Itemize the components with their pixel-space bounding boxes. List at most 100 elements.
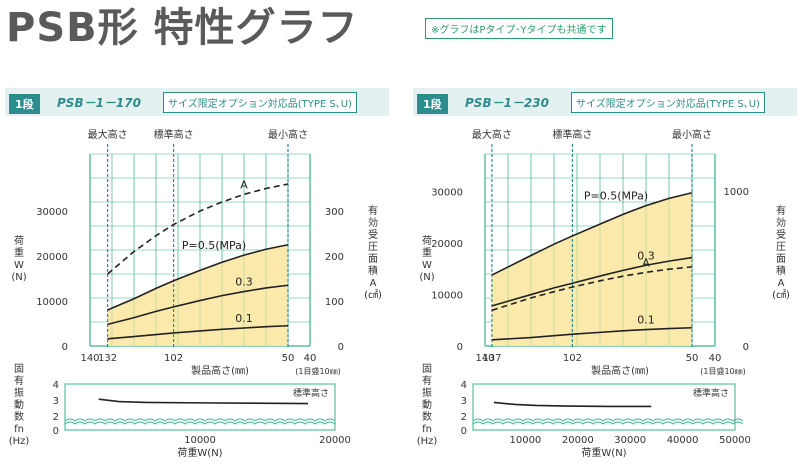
series-label-0.1: 0.1 — [235, 312, 253, 325]
fn-y-tick-label: 3 — [461, 396, 467, 407]
x-tick-label: 140 — [475, 353, 494, 364]
y2-axis-label: 面 — [368, 254, 378, 265]
y2-axis-label: 効 — [368, 216, 378, 229]
page-title: PSB形 特性グラフ — [6, 5, 359, 51]
y2-axis-label: 積 — [368, 264, 378, 277]
chart-panel-psb-1-230: 1段 PSB－1－230 サイズ限定オプション対応品(TYPE S､U) 最大高… — [413, 88, 797, 459]
common-note: ※グラフはPタイプ･Yタイプも共通です — [425, 18, 613, 39]
fn-y-axis-label: 固 — [14, 363, 24, 375]
fn-y-axis-label: 有 — [422, 374, 432, 387]
series-label-0.5: P=0.5(MPa) — [584, 190, 648, 203]
y2-axis-label: 積 — [776, 264, 786, 277]
y-tick-label: 20000 — [431, 239, 463, 250]
x-tick-label: 50 — [282, 353, 295, 364]
y2-axis-label: 受 — [368, 229, 378, 241]
y2-tick-label: 0 — [743, 342, 749, 353]
fn-y-axis-label: 有 — [14, 374, 24, 387]
ref-height-label: 最大高さ — [88, 128, 128, 141]
series-label-0.5: P=0.5(MPa) — [182, 239, 246, 252]
series-line-0.3 — [491, 256, 693, 307]
series-line-0.5 — [491, 191, 693, 276]
fn-x-tick-label: 10000 — [509, 435, 541, 446]
fn-x-axis-label: 荷重W(N) — [177, 446, 222, 458]
y2-axis-label: 圧 — [368, 242, 378, 253]
series-line-0.3 — [107, 284, 289, 326]
fn-y-tick-label: 2 — [461, 412, 467, 423]
x-tick-label: 132 — [98, 353, 117, 364]
fn-y-tick-label: 2 — [53, 412, 59, 423]
fn-y-tick-label: 0 — [461, 426, 467, 437]
ref-height-label: 最大高さ — [472, 128, 512, 141]
ref-height-label: 標準高さ — [154, 128, 194, 141]
y-tick-label: 0 — [62, 342, 68, 353]
y2-axis-label: 有 — [368, 204, 378, 217]
x-tick-label: 140 — [80, 353, 99, 364]
series-label-0.1: 0.1 — [637, 314, 655, 327]
fn-x-axis-label: 荷重W(N) — [581, 446, 626, 458]
fn-x-tick-label: 50000 — [719, 435, 751, 446]
operating-range-fill — [491, 192, 692, 346]
x-tick-label: 102 — [563, 353, 582, 364]
fn-x-tick-label: 40000 — [667, 435, 699, 446]
x-axis-sub: (1目盛10㎜) — [295, 366, 341, 376]
series-line-0.5 — [107, 243, 289, 311]
y-axis-label: W — [14, 260, 24, 271]
y2-tick-label: 300 — [325, 207, 344, 218]
series-label-A: A — [240, 178, 248, 191]
model-name: PSB－1－170 — [57, 96, 141, 110]
fn-y-tick-label: 3 — [53, 396, 59, 407]
y-axis-label: 荷 — [422, 235, 432, 247]
fn-x-tick-label: 20000 — [319, 435, 351, 446]
y2-axis-label: A — [778, 278, 785, 289]
series-line-0.1 — [491, 326, 693, 341]
y-tick-label: 0 — [457, 342, 463, 353]
fn-y-axis-label: 動 — [14, 398, 24, 411]
x-axis-sub: (1目盛10㎜) — [700, 366, 746, 376]
y2-axis-label: (㎠) — [364, 289, 382, 301]
y2-tick-label: 0 — [338, 342, 344, 353]
chart-panel-psb-1-170: 1段 PSB－1－170 サイズ限定オプション対応品(TYPE S､U) 最大高… — [5, 88, 389, 459]
fn-y-axis-label: fn — [422, 424, 432, 435]
panel-body: 最大高さ 標準高さ 最小高さ P=0.5(MPa) 0.3 A 0.1 0 10000 20000… — [413, 116, 797, 459]
x-axis-label: 製品高さ(㎜) — [591, 364, 649, 377]
fn-y-axis-label: fn — [14, 424, 24, 435]
x-tick-label: 102 — [164, 353, 183, 364]
y2-axis-label: (㎠) — [772, 289, 790, 301]
y2-axis-label: 効 — [776, 216, 786, 229]
fn-y-axis-label: 数 — [14, 410, 24, 423]
y2-axis-label: 圧 — [776, 242, 786, 253]
panel-header: 1段 PSB－1－230 サイズ限定オプション対応品(TYPE S､U) — [413, 88, 797, 116]
fn-x-tick-label: 10000 — [184, 435, 216, 446]
model-name: PSB－1－230 — [465, 96, 549, 110]
characteristic-chart: 最大高さ 標準高さ 最小高さP=0.5(MPa)0.3A0.101000020000… — [417, 128, 790, 459]
fn-legend: 標準高さ — [293, 387, 329, 399]
option-label: サイズ限定オプション対応品(TYPE S､U) — [571, 92, 765, 113]
x-axis-label: 製品高さ(㎜) — [191, 364, 249, 377]
axis-break — [64, 421, 336, 425]
y-tick-label: 30000 — [36, 207, 68, 218]
series-line-A — [491, 266, 693, 312]
fn-y-axis-label: 数 — [422, 410, 432, 423]
y-axis-label: (N) — [419, 272, 434, 283]
y2-tick-label: 200 — [325, 252, 344, 263]
stage-badge: 1段 — [417, 94, 448, 114]
stage-badge: 1段 — [9, 94, 40, 114]
axis-break — [472, 421, 744, 425]
y-tick-label: 10000 — [36, 297, 68, 308]
panel-body: 最大高さ 標準高さ 最小高さ P=0.5(MPa) 0.3 0.1 A 0 10000 20000… — [5, 116, 389, 459]
x-tick-label: 137 — [482, 353, 501, 364]
fn-y-axis-label: (Hz) — [9, 436, 30, 447]
y-tick-label: 30000 — [431, 188, 463, 199]
ref-height-label: 最小高さ — [672, 128, 712, 141]
series-label-0.3: 0.3 — [235, 276, 253, 289]
series-line-A — [107, 183, 289, 275]
panel-header: 1段 PSB－1－170 サイズ限定オプション対応品(TYPE S､U) — [5, 88, 389, 116]
fn-legend: 標準高さ — [693, 387, 729, 399]
fn-y-tick-label: 4 — [461, 380, 467, 391]
fn-y-axis-label: 振 — [14, 386, 24, 399]
fn-y-axis-label: 動 — [422, 398, 432, 411]
axis-break — [64, 418, 336, 422]
y-axis-label: 重 — [14, 246, 24, 259]
x-tick-label: 40 — [709, 353, 722, 364]
fn-y-axis-label: 振 — [422, 386, 432, 399]
